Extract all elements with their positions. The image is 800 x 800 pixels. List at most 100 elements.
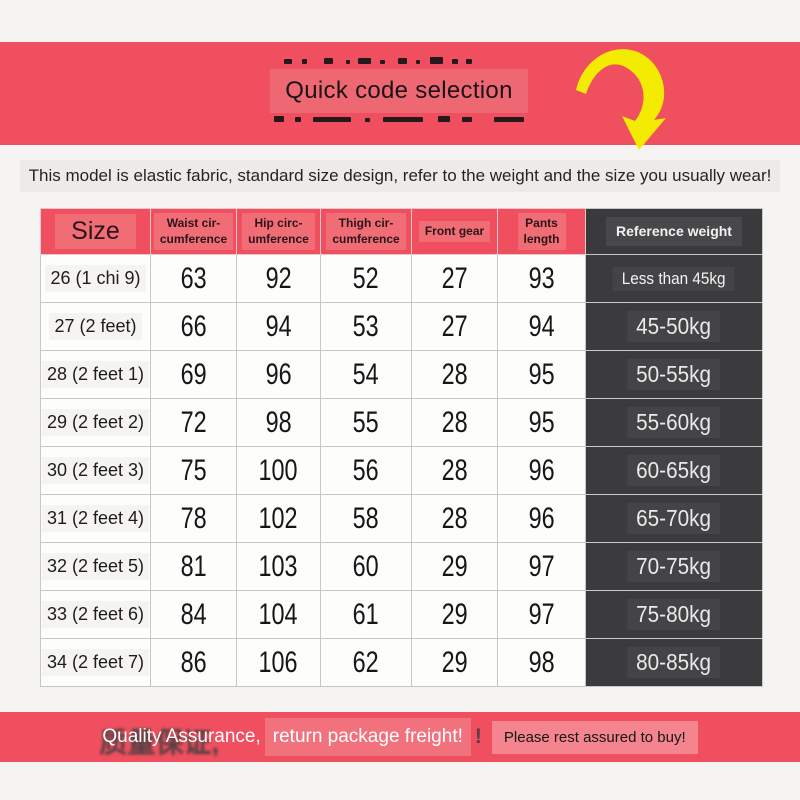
table-row: 28 (2 feet 1) 69 96 54 28 95 50-55kg [40, 350, 763, 399]
table-cell: 60 [320, 542, 412, 591]
table-cell: 27 [411, 302, 498, 351]
table-cell: 84 [150, 590, 237, 639]
col-header-thigh: Thigh cir- cumference [320, 208, 412, 255]
table-row: 34 (2 feet 7) 86 106 62 29 98 80-85kg [40, 638, 763, 687]
row-label-cell: 34 (2 feet 7) [40, 638, 151, 687]
col-header-front-gear: Front gear [411, 208, 498, 255]
table-cell: 29 [411, 590, 498, 639]
size-table: Size Waist cir- cumference Hip circ- umf… [40, 208, 763, 687]
row-label-cell: 30 (2 feet 3) [40, 446, 151, 495]
col-header-waist: Waist cir- cumference [150, 208, 237, 255]
table-cell: 61 [320, 590, 412, 639]
row-label-cell: 33 (2 feet 6) [40, 590, 151, 639]
table-header-row: Size Waist cir- cumference Hip circ- umf… [40, 208, 763, 255]
table-cell: 97 [497, 542, 586, 591]
table-row: 30 (2 feet 3) 75 100 56 28 96 60-65kg [40, 446, 763, 495]
col-header-pants-length: Pants length [497, 208, 586, 255]
table-cell: 106 [236, 638, 321, 687]
table-cell: 63 [150, 254, 237, 303]
table-cell: 54 [320, 350, 412, 399]
table-cell: 28 [411, 350, 498, 399]
table-row: 31 (2 feet 4) 78 102 58 28 96 65-70kg [40, 494, 763, 543]
col-header-label: Hip circ- umference [242, 212, 315, 251]
table-cell: 53 [320, 302, 412, 351]
footer-banner: 质量保证, Quality Assurance, return package … [0, 712, 800, 762]
obscured-chinese-text: 质量保证, [99, 727, 220, 758]
col-header-hip: Hip circ- umference [236, 208, 321, 255]
notice-text: This model is elastic fabric, standard s… [19, 160, 781, 192]
table-cell: 94 [236, 302, 321, 351]
page-title: Quick code selection [285, 77, 513, 104]
header-banner: Quick code selection [0, 42, 800, 145]
table-cell: 69 [150, 350, 237, 399]
table-cell: 62 [320, 638, 412, 687]
table-row: 27 (2 feet) 66 94 53 27 94 45-50kg [40, 302, 763, 351]
table-cell: 78 [150, 494, 237, 543]
table-cell: 95 [497, 350, 586, 399]
table-cell: 66 [150, 302, 237, 351]
table-cell: 96 [236, 350, 321, 399]
col-header-label: Reference weight [606, 217, 742, 246]
footer-exclamation: ! [474, 725, 482, 748]
table-cell: 96 [497, 446, 586, 495]
table-cell: 72 [150, 398, 237, 447]
table-row: 26 (1 chi 9) 63 92 52 27 93 Less than 45… [40, 254, 763, 303]
row-label-cell: 28 (2 feet 1) [40, 350, 151, 399]
row-label-cell: 32 (2 feet 5) [40, 542, 151, 591]
table-cell: 97 [497, 590, 586, 639]
row-label-cell: 27 (2 feet) [40, 302, 151, 351]
weight-cell: 75-80kg [585, 590, 763, 639]
weight-cell: 60-65kg [585, 446, 763, 495]
col-header-reference-weight: Reference weight [585, 208, 763, 255]
row-label-cell: 31 (2 feet 4) [40, 494, 151, 543]
footer-freight-text: return package freight! [264, 718, 471, 756]
table-cell: 96 [497, 494, 586, 543]
row-label-cell: 29 (2 feet 2) [40, 398, 151, 447]
weight-cell: 45-50kg [585, 302, 763, 351]
table-cell: 56 [320, 446, 412, 495]
table-cell: 75 [150, 446, 237, 495]
table-cell: 55 [320, 398, 412, 447]
table-cell: 81 [150, 542, 237, 591]
table-cell: 52 [320, 254, 412, 303]
table-cell: 28 [411, 398, 498, 447]
col-header-label: Size [55, 214, 136, 249]
weight-cell: 55-60kg [585, 398, 763, 447]
table-cell: 102 [236, 494, 321, 543]
footer-assurance-text: Please rest assured to buy! [491, 720, 698, 754]
col-header-size: Size [40, 208, 151, 255]
table-cell: 28 [411, 446, 498, 495]
table-row: 32 (2 feet 5) 81 103 60 29 97 70-75kg [40, 542, 763, 591]
col-header-label: Pants length [517, 212, 566, 251]
table-row: 29 (2 feet 2) 72 98 55 28 95 55-60kg [40, 398, 763, 447]
table-row: 33 (2 feet 6) 84 104 61 29 97 75-80kg [40, 590, 763, 639]
table-cell: 93 [497, 254, 586, 303]
table-cell: 100 [236, 446, 321, 495]
weight-cell: 80-85kg [585, 638, 763, 687]
col-header-label: Thigh cir- cumference [326, 212, 406, 251]
footer-quality-wrap: 质量保证, Quality Assurance, [99, 726, 261, 758]
table-cell: 92 [236, 254, 321, 303]
table-cell: 29 [411, 542, 498, 591]
weight-cell: 65-70kg [585, 494, 763, 543]
col-header-label: Front gear [418, 220, 491, 243]
weight-cell: Less than 45kg [585, 254, 763, 303]
table-cell: 103 [236, 542, 321, 591]
table-cell: 95 [497, 398, 586, 447]
curved-arrow-icon [576, 49, 666, 150]
table-cell: 27 [411, 254, 498, 303]
notice-bar: This model is elastic fabric, standard s… [0, 145, 800, 207]
table-cell: 58 [320, 494, 412, 543]
title-overlay: Quick code selection [270, 69, 528, 113]
col-header-label: Waist cir- cumference [153, 212, 234, 251]
table-cell: 28 [411, 494, 498, 543]
table-cell: 86 [150, 638, 237, 687]
row-label-cell: 26 (1 chi 9) [40, 254, 151, 303]
table-cell: 98 [236, 398, 321, 447]
table-cell: 98 [497, 638, 586, 687]
weight-cell: 50-55kg [585, 350, 763, 399]
weight-cell: 70-75kg [585, 542, 763, 591]
footer-quality-text: Quality Assurance, [102, 726, 261, 747]
table-cell: 104 [236, 590, 321, 639]
table-cell: 29 [411, 638, 498, 687]
